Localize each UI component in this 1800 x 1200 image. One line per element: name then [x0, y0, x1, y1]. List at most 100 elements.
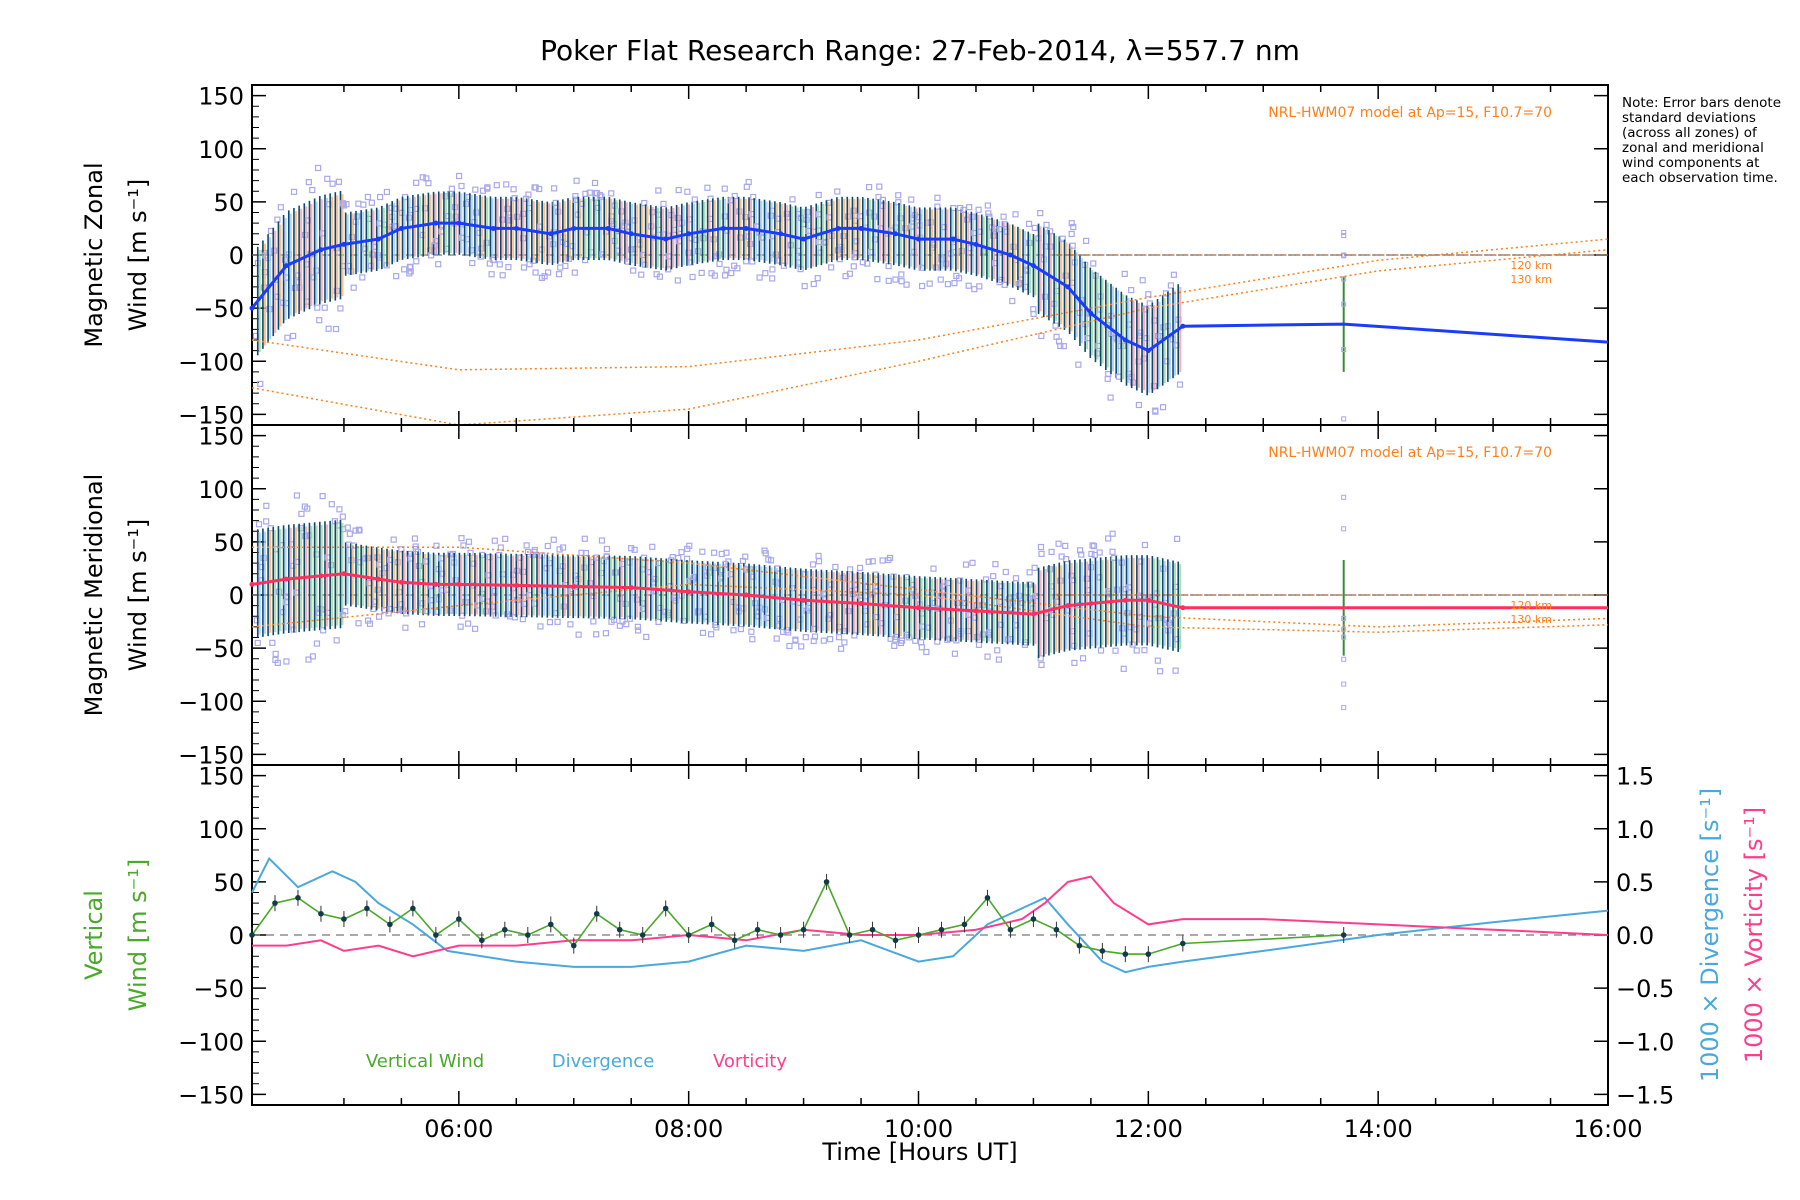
sample-marker [316, 317, 323, 324]
sample-marker [263, 518, 270, 525]
sample-marker [1070, 223, 1077, 231]
sample-marker [290, 332, 297, 340]
sample-marker [503, 181, 510, 188]
sample-marker [294, 558, 301, 566]
sample-marker [634, 627, 642, 634]
panel-vertical: 150 100 50 0 −50 −100 −150 06:00 08:00 10:00 12:00… [80, 763, 1768, 1143]
sample-marker [1037, 543, 1045, 551]
sample-marker [749, 258, 756, 265]
vertical-wind-point [295, 895, 301, 901]
figure-title: Poker Flat Research Range: 27-Feb-2014, … [540, 34, 1300, 67]
sample-marker [971, 286, 978, 293]
sample-marker [575, 631, 582, 638]
sample-marker [435, 261, 442, 268]
sample-marker [309, 186, 316, 194]
sample-marker [1031, 564, 1038, 571]
sample-marker [912, 592, 919, 599]
sample-marker [976, 283, 983, 290]
sample-marker [745, 178, 752, 186]
sample-marker [418, 621, 426, 628]
sample-marker [304, 505, 311, 512]
sample-marker [934, 203, 941, 210]
sample-marker [810, 280, 817, 288]
sample-marker [846, 270, 854, 277]
sample-marker [623, 621, 630, 628]
sample-marker [520, 264, 528, 271]
sample-marker [368, 199, 375, 206]
vertical-wind-point [1099, 948, 1106, 954]
model-curve-130km [251, 583, 1609, 633]
vertical-wind-point [961, 921, 968, 928]
sample-marker [355, 620, 362, 627]
error-bar-note: Note: Error bars denote standard deviati… [1622, 95, 1782, 186]
sample-marker [516, 554, 523, 561]
sample-marker-late [1341, 230, 1347, 236]
sample-marker [398, 546, 405, 553]
model-label: NRL-HWM07 model at Ap=15, F10.7=70 [1268, 105, 1552, 121]
sample-marker-late [1341, 233, 1347, 239]
sample-marker [401, 266, 408, 273]
y-tick-label: 150 [198, 763, 244, 791]
sample-marker [628, 545, 635, 552]
sample-marker [1052, 322, 1059, 329]
sample-marker [660, 200, 667, 208]
sample-marker [455, 172, 463, 180]
vertical-wind-point [823, 879, 830, 885]
sample-marker [596, 191, 604, 199]
sample-marker [1031, 224, 1038, 232]
sample-marker [865, 184, 873, 191]
vertical-wind-point [662, 905, 669, 912]
sample-marker [332, 325, 340, 333]
sample-marker [571, 269, 578, 276]
mean-wind-point [1030, 611, 1036, 617]
sample-marker [762, 550, 769, 557]
sample-marker [335, 178, 342, 185]
sample-marker [686, 542, 693, 549]
mean-wind-point [513, 225, 519, 231]
sample-marker-late [1341, 681, 1347, 687]
divergence-line [251, 856, 1609, 974]
sample-marker [1137, 558, 1144, 565]
sample-marker [1038, 661, 1045, 669]
sample-marker [908, 196, 915, 203]
sample-marker [1009, 297, 1016, 305]
sample-marker [1109, 530, 1116, 537]
sample-marker [1013, 622, 1020, 629]
mean-wind-point [1122, 337, 1128, 343]
right-tick-label: 0.0 [1616, 922, 1654, 950]
sample-marker [593, 631, 600, 638]
sample-marker [555, 271, 563, 278]
sample-marker [586, 189, 593, 196]
sample-marker [465, 538, 473, 545]
sample-marker [722, 272, 729, 279]
vertical-wind-point [410, 905, 416, 912]
sample-marker [1133, 647, 1140, 654]
sample-marker [278, 542, 286, 549]
y-axis-label-line2: Wind [m s⁻¹] [124, 179, 152, 331]
sample-marker [1119, 625, 1126, 632]
sample-marker [263, 502, 270, 509]
right-tick-label: −1.0 [1616, 1028, 1674, 1056]
sample-marker [413, 205, 420, 213]
sample-marker [655, 187, 662, 194]
sample-marker [457, 623, 464, 630]
sample-marker [716, 260, 723, 268]
sample-marker [698, 269, 705, 276]
vertical-wind-point [479, 937, 485, 944]
sample-marker-late [1341, 526, 1347, 532]
sample-marker [951, 280, 958, 287]
sample-marker [773, 635, 780, 642]
vertical-wind-point [524, 932, 531, 938]
sample-marker [1037, 210, 1044, 217]
sample-marker [762, 270, 769, 277]
sample-marker [1068, 230, 1075, 238]
sample-marker [707, 631, 715, 638]
sample-marker [567, 621, 574, 628]
sample-marker [957, 204, 964, 212]
vertical-wind-point [1030, 916, 1037, 922]
sample-marker [471, 625, 479, 632]
sample-marker [926, 280, 933, 287]
sample-marker [845, 213, 852, 220]
sample-marker [413, 179, 420, 186]
sample-marker-late [1341, 416, 1347, 422]
